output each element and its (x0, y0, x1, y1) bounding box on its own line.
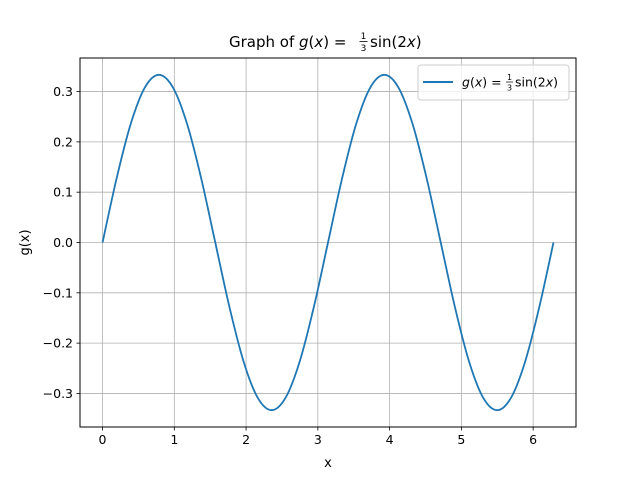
legend-func: g (462, 75, 470, 90)
x-tick-label: 0 (99, 432, 107, 447)
title-arg: x (313, 33, 323, 51)
x-tick-label: 5 (457, 432, 465, 447)
series-line (101, 73, 555, 412)
x-axis: 0 1 2 3 4 5 6 (99, 427, 537, 447)
legend-frac-den: 3 (507, 84, 512, 93)
title-open-paren: ( (309, 33, 315, 51)
y-tick-label: 0.1 (53, 185, 73, 200)
series-layer (101, 73, 555, 412)
x-tick-label: 4 (386, 432, 394, 447)
title-func: g (299, 33, 309, 51)
title-prefix: Graph of (229, 33, 299, 51)
x-tick-label: 3 (314, 432, 322, 447)
legend-frac-num: 1 (507, 73, 512, 82)
legend-eq: = (487, 75, 501, 90)
title-tail-close: ) (416, 33, 422, 51)
y-tick-label: −0.3 (43, 386, 73, 401)
y-tick-label: 0.0 (53, 235, 73, 250)
x-tick-label: 1 (170, 432, 178, 447)
legend-box (417, 64, 570, 101)
legend-tail-var: x (545, 75, 554, 90)
legend-arg: x (474, 75, 483, 90)
legend-tail-close: ) (553, 75, 558, 90)
chart-title: Graph of g(x) = 1 3 sin(2x) (229, 32, 422, 54)
title-eq: = (329, 33, 346, 51)
title-tail-var: x (406, 33, 416, 51)
y-tick-label: 0.2 (53, 134, 73, 149)
x-tick-label: 6 (529, 432, 537, 447)
y-tick-label: −0.2 (43, 336, 73, 351)
y-axis-label: g(x) (18, 229, 33, 255)
legend: g(x) = 1 3 sin(2x) (417, 64, 570, 101)
y-tick-label: 0.3 (53, 84, 73, 99)
svg-text:sin(2x): sin(2x) (370, 33, 422, 51)
y-tick-label: −0.1 (43, 285, 73, 300)
title-close-paren: ) (323, 33, 329, 51)
legend-close-paren: ) (482, 75, 487, 90)
y-axis: −0.3 −0.2 −0.1 0.0 0.1 0.2 0.3 (43, 84, 80, 401)
title-frac-num: 1 (361, 32, 367, 42)
legend-tail: sin(2 (515, 75, 546, 90)
x-axis-label: x (324, 456, 332, 471)
svg-text:Graph of g(x) =: Graph of g(x) = (229, 33, 347, 51)
svg-text:sin(2x): sin(2x) (515, 75, 558, 90)
title-frac-den: 3 (361, 44, 367, 54)
svg-text:g(x) =: g(x) = (462, 75, 502, 90)
legend-open-paren: ( (470, 75, 475, 90)
title-tail: sin(2 (370, 33, 407, 51)
x-tick-label: 2 (242, 432, 250, 447)
